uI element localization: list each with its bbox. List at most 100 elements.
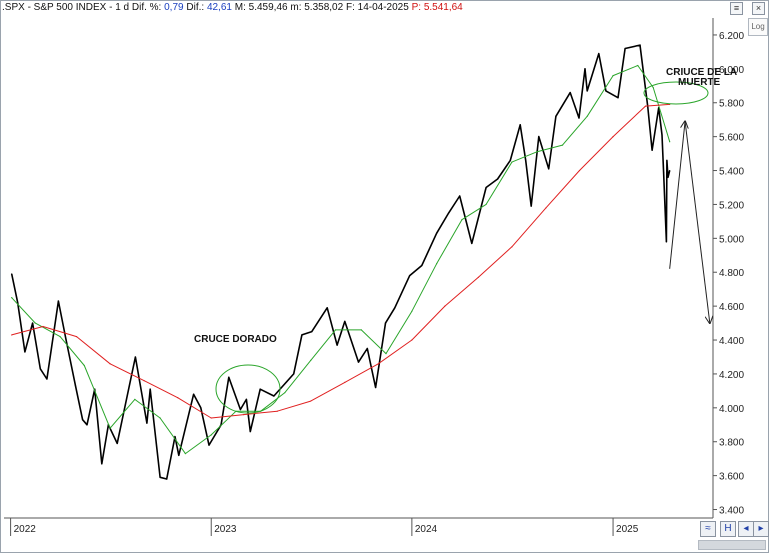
scroll-left-icon[interactable]: ◂: [738, 521, 754, 537]
price-point: [485, 186, 487, 189]
price-point: [357, 361, 360, 363]
price-point: [174, 436, 176, 438]
x-tick-label: 2024: [415, 524, 438, 535]
ma-short-point: [310, 359, 312, 361]
price-point: [326, 307, 328, 309]
y-tick-label: 5.000: [719, 234, 744, 245]
ma-short-point: [159, 417, 161, 419]
ma-long-point: [109, 363, 111, 365]
price-point: [101, 463, 103, 465]
death-cross-label-line2: MUERTE: [678, 77, 721, 88]
price-point: [409, 275, 411, 277]
ma-short-point: [652, 86, 654, 89]
price-point: [344, 320, 346, 322]
x-tick-label: 2022: [14, 524, 37, 535]
ma-short-point: [411, 310, 413, 312]
price-point: [65, 339, 67, 341]
ma-long-point: [344, 381, 346, 384]
chart-header: .SPX - S&P 500 INDEX - 1 d Dif. %: 0,79 …: [2, 2, 463, 16]
scroll-right-icon[interactable]: ▸: [753, 521, 769, 537]
menu-icon[interactable]: ≡: [730, 2, 743, 15]
price-point: [31, 322, 34, 324]
price-point: [586, 90, 588, 92]
ma-short-point: [184, 452, 186, 455]
price-point: [178, 454, 180, 456]
price-point: [548, 168, 550, 170]
price-point: [497, 178, 499, 180]
zoom-icon[interactable]: ≈: [700, 521, 716, 537]
price-point: [639, 44, 641, 46]
ma-long-point: [42, 325, 44, 328]
y-tick-label: 5.400: [719, 167, 744, 178]
x-tick-label: 2023: [214, 524, 237, 535]
ma-short-point: [461, 219, 463, 221]
ma-short-point: [436, 263, 438, 265]
price-point: [666, 159, 668, 161]
x-tick-label: 2025: [616, 524, 639, 535]
ma-long-point: [377, 363, 379, 365]
bar-type-icon[interactable]: H: [720, 521, 736, 537]
death-cross-label-line1: CRIUCE DE LA: [666, 67, 737, 78]
close-icon[interactable]: ×: [752, 2, 765, 15]
price-point: [459, 195, 461, 197]
price-point: [471, 242, 473, 245]
ma-long-point: [243, 414, 245, 416]
date-label: F:: [345, 2, 355, 13]
ma-long-point: [612, 136, 614, 138]
max-value: 5.459,46: [248, 2, 288, 13]
price-point: [555, 115, 557, 117]
price-point: [569, 91, 571, 94]
ma-short-point: [586, 115, 588, 117]
ma-short-point: [511, 161, 513, 163]
price-point: [669, 169, 671, 172]
price-point: [448, 212, 450, 214]
y-tick-label: 6.000: [719, 65, 744, 76]
ma-short-point: [34, 322, 36, 324]
ma-long-point: [644, 105, 647, 107]
ma-long-point: [444, 305, 446, 307]
horizontal-scrollbar[interactable]: [698, 540, 766, 550]
ma-short-point: [11, 297, 13, 299]
dif-label: Dif.:: [186, 2, 205, 13]
ma-long-point: [143, 380, 145, 382]
price-point: [617, 97, 619, 99]
price-point: [134, 356, 136, 358]
ma-long-point: [411, 339, 413, 341]
ma-short-point: [360, 329, 362, 331]
price-point: [208, 444, 210, 446]
ma-short-line: [11, 65, 671, 455]
price-point: [509, 159, 511, 161]
projection-arrow: [684, 121, 710, 323]
price-point: [249, 430, 251, 433]
ma-short-point: [83, 364, 85, 367]
price-point: [193, 393, 195, 395]
price-point: [530, 205, 532, 207]
death-cross-ellipse: [643, 81, 709, 105]
price-point: [46, 378, 48, 380]
price-point: [273, 395, 275, 397]
log-scale-button[interactable]: Log: [748, 18, 768, 36]
price-point: [651, 149, 653, 151]
ma-short-point: [637, 64, 639, 67]
symbol-label: .SPX - S&P 500 INDEX - 1 d: [2, 2, 130, 13]
ma-long-point: [276, 410, 278, 412]
ma-long-point: [477, 276, 479, 278]
price-point: [384, 322, 387, 324]
ma-short-point: [210, 434, 212, 436]
ma-short-point: [385, 352, 387, 355]
price-point: [605, 90, 607, 92]
price-point: [624, 47, 626, 50]
y-tick-label: 3.600: [719, 472, 744, 483]
ma-long-point: [11, 334, 13, 336]
price-point: [228, 376, 230, 378]
y-tick-label: 6.200: [719, 31, 744, 42]
price-point: [366, 347, 368, 350]
max-label: M:: [234, 2, 246, 13]
golden-cross-ellipse: [215, 364, 281, 414]
ma-short-point: [669, 141, 671, 143]
price-point: [538, 136, 540, 138]
price-label: P:: [411, 2, 422, 13]
price-point: [146, 422, 148, 424]
price-point: [259, 388, 261, 390]
